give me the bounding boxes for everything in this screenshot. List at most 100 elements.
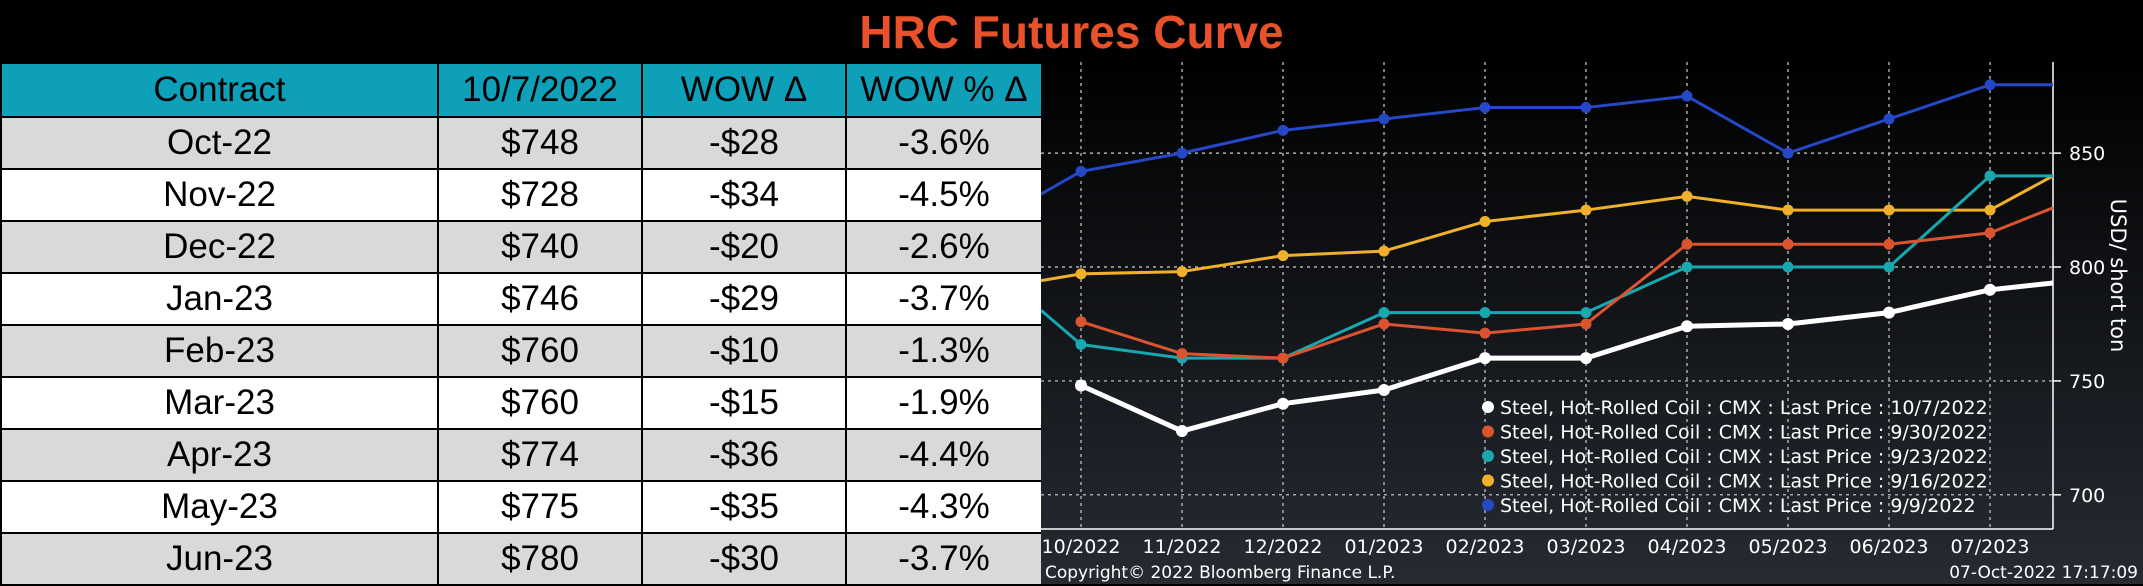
legend-marker bbox=[1482, 499, 1494, 511]
cell-contract: Feb-23 bbox=[0, 324, 439, 378]
cell-wow: -$34 bbox=[641, 168, 847, 222]
data-point bbox=[1378, 245, 1390, 257]
cell-wow-pct: -1.3% bbox=[845, 324, 1043, 378]
cell-price: $780 bbox=[437, 532, 643, 586]
cell-wow-pct: -3.6% bbox=[845, 116, 1043, 170]
data-point bbox=[1782, 204, 1794, 216]
legend-label: Steel, Hot-Rolled Coil : CMX : Last Pric… bbox=[1500, 446, 1988, 468]
data-point bbox=[1378, 318, 1390, 330]
table-row: Apr-23 $774 -$36 -4.4% bbox=[0, 428, 1043, 482]
data-point bbox=[1378, 113, 1390, 125]
table-row: Dec-22 $740 -$20 -2.6% bbox=[0, 220, 1043, 274]
data-point bbox=[1479, 327, 1491, 339]
cell-wow-pct: -4.4% bbox=[845, 428, 1043, 482]
data-point bbox=[1580, 307, 1592, 319]
legend-label: Steel, Hot-Rolled Coil : CMX : Last Pric… bbox=[1500, 422, 1988, 444]
x-tick-label: 02/2023 bbox=[1446, 536, 1525, 558]
chart-background bbox=[1041, 62, 2143, 584]
data-point bbox=[1580, 318, 1592, 330]
data-point bbox=[1681, 320, 1693, 333]
y-tick-label: 700 bbox=[2069, 485, 2105, 507]
table-row: Feb-23 $760 -$10 -1.3% bbox=[0, 324, 1043, 378]
data-point bbox=[1883, 261, 1895, 273]
data-point bbox=[1378, 384, 1390, 397]
legend-marker bbox=[1482, 474, 1494, 487]
series-line bbox=[1041, 174, 2053, 360]
data-point bbox=[1580, 204, 1592, 216]
data-point bbox=[1782, 238, 1794, 250]
cell-wow-pct: -3.7% bbox=[845, 272, 1043, 326]
series-line bbox=[1041, 83, 2053, 196]
header-contract: Contract bbox=[0, 62, 439, 118]
cell-wow: -$36 bbox=[641, 428, 847, 482]
futures-curve-chart: 700 750 800 850 USD/ short ton 10/2022 11/2022… bbox=[1041, 62, 2143, 584]
y-tick-label: 850 bbox=[2069, 143, 2105, 165]
x-tick-label: 07/2023 bbox=[1951, 536, 2030, 558]
cell-price: $746 bbox=[437, 272, 643, 326]
table-row: May-23 $775 -$35 -4.3% bbox=[0, 480, 1043, 534]
page-title: HRC Futures Curve bbox=[859, 6, 1284, 58]
legend-marker bbox=[1482, 425, 1494, 438]
data-point bbox=[1681, 90, 1693, 102]
table-row: Jun-23 $780 -$30 -3.7% bbox=[0, 532, 1043, 586]
data-point bbox=[1479, 352, 1491, 365]
cell-wow: -$15 bbox=[641, 376, 847, 430]
cell-contract: May-23 bbox=[0, 480, 439, 534]
data-point bbox=[1479, 102, 1491, 114]
data-point bbox=[1883, 113, 1895, 125]
cell-wow-pct: -2.6% bbox=[845, 220, 1043, 274]
data-point bbox=[1479, 307, 1491, 319]
data-point bbox=[1681, 261, 1693, 273]
data-point bbox=[1075, 165, 1087, 177]
x-tick-label: 05/2023 bbox=[1749, 536, 1828, 558]
table-row: Mar-23 $760 -$15 -1.9% bbox=[0, 376, 1043, 430]
copyright-text: Copyright© 2022 Bloomberg Finance L.P. bbox=[1045, 563, 1395, 583]
data-point bbox=[1883, 204, 1895, 216]
cell-price: $760 bbox=[437, 324, 643, 378]
data-point bbox=[1580, 102, 1592, 114]
legend-marker bbox=[1482, 401, 1494, 413]
cell-wow: -$30 bbox=[641, 532, 847, 586]
data-point bbox=[1277, 250, 1289, 262]
data-point bbox=[1984, 283, 1996, 296]
data-point bbox=[1075, 338, 1087, 350]
cell-price: $775 bbox=[437, 480, 643, 534]
table-row: Nov-22 $728 -$34 -4.5% bbox=[0, 168, 1043, 222]
data-point bbox=[1075, 268, 1087, 280]
cell-contract: Nov-22 bbox=[0, 168, 439, 222]
header-wow-pct-change: WOW % Δ bbox=[845, 62, 1043, 118]
data-point bbox=[1277, 352, 1289, 364]
legend-label: Steel, Hot-Rolled Coil : CMX : Last Pric… bbox=[1500, 471, 1988, 493]
data-point bbox=[1984, 227, 1996, 239]
y-tick-label: 750 bbox=[2069, 371, 2105, 393]
cell-wow: -$28 bbox=[641, 116, 847, 170]
header-date: 10/7/2022 bbox=[437, 62, 643, 118]
data-point bbox=[1378, 307, 1390, 319]
cell-contract: Dec-22 bbox=[0, 220, 439, 274]
futures-table: Contract 10/7/2022 WOW Δ WOW % Δ Oct-22 … bbox=[0, 62, 1043, 586]
data-point bbox=[1075, 379, 1087, 392]
cell-contract: Oct-22 bbox=[0, 116, 439, 170]
cell-price: $760 bbox=[437, 376, 643, 430]
x-tick-label: 04/2023 bbox=[1648, 536, 1727, 558]
legend-marker bbox=[1482, 450, 1494, 462]
timestamp-text: 07-Oct-2022 17:17:09 bbox=[1949, 563, 2138, 583]
cell-wow: -$29 bbox=[641, 272, 847, 326]
data-point bbox=[1580, 352, 1592, 365]
data-point bbox=[1782, 147, 1794, 159]
cell-price: $740 bbox=[437, 220, 643, 274]
table-header-row: Contract 10/7/2022 WOW Δ WOW % Δ bbox=[0, 62, 1043, 118]
cell-wow: -$10 bbox=[641, 324, 847, 378]
table-row: Oct-22 $748 -$28 -3.6% bbox=[0, 116, 1043, 170]
data-point bbox=[1176, 425, 1188, 438]
data-point bbox=[1883, 306, 1895, 319]
cell-wow-pct: -4.3% bbox=[845, 480, 1043, 534]
data-point bbox=[1277, 397, 1289, 410]
data-point bbox=[1984, 204, 1996, 216]
x-tick-label: 12/2022 bbox=[1244, 536, 1323, 558]
cell-contract: Mar-23 bbox=[0, 376, 439, 430]
cell-contract: Apr-23 bbox=[0, 428, 439, 482]
y-axis-label: USD/ short ton bbox=[2106, 199, 2130, 353]
legend-label: Steel, Hot-Rolled Coil : CMX : Last Pric… bbox=[1500, 397, 1988, 419]
cell-contract: Jan-23 bbox=[0, 272, 439, 326]
